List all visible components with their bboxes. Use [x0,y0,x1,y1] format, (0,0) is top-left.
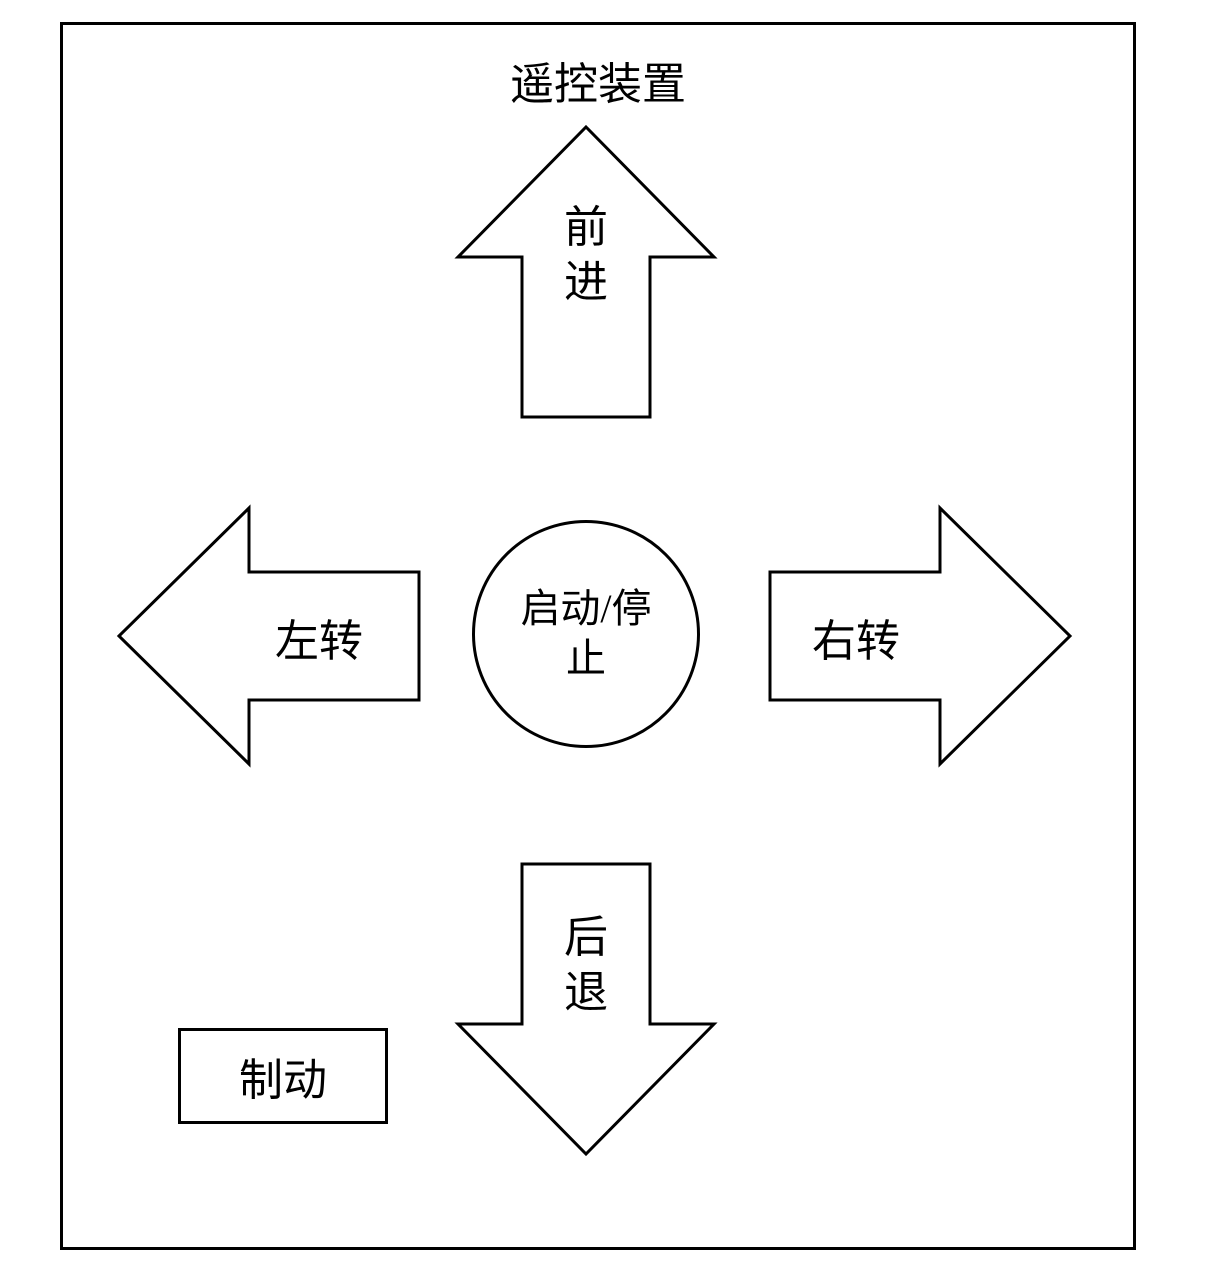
brake-button-label: 制动 [239,1044,327,1108]
brake-button: 制动 [178,1028,388,1124]
arrow-left-label: 左转 [275,614,363,669]
arrow-left [119,508,419,764]
center-button: 启动/停止 [472,520,700,748]
center-button-label: 启动/停止 [520,584,651,684]
diagram-title: 遥控装置 [510,48,686,112]
arrow-down-label: 后退 [562,910,610,1020]
arrow-right-label: 右转 [812,614,900,669]
arrow-up-label: 前进 [562,200,610,310]
